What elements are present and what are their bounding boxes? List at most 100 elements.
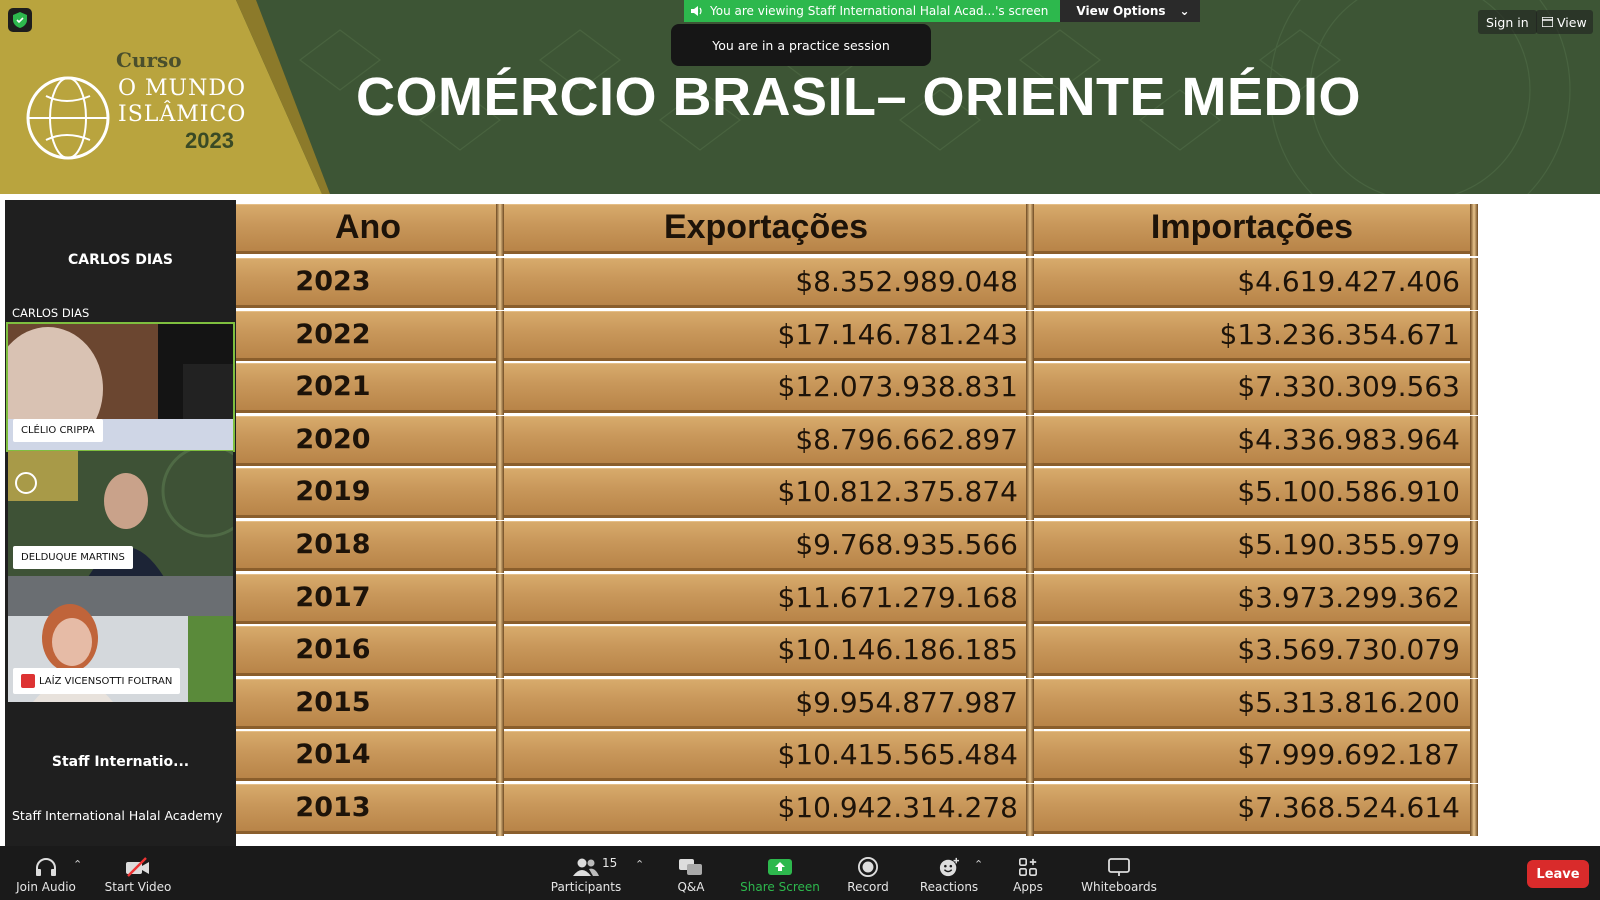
column-separator: [1470, 310, 1478, 363]
imports-cell: $5.313.816.200: [1034, 678, 1470, 729]
column-separator: [496, 573, 504, 626]
column-separator: [1470, 415, 1478, 468]
view-options-button[interactable]: View Options ⌄: [1060, 0, 1200, 22]
column-separator: [496, 626, 504, 679]
column-separator: [1026, 415, 1034, 468]
record-button[interactable]: Record: [834, 846, 902, 900]
meeting-toolbar: Join Audio ⌃ Start Video Participants 15…: [0, 846, 1600, 900]
column-separator: [1026, 784, 1034, 836]
column-separator: [1470, 258, 1478, 310]
year-cell: 2022: [236, 310, 500, 361]
apps-button[interactable]: Apps: [1000, 846, 1056, 900]
participants-caret-icon[interactable]: ⌃: [635, 858, 645, 871]
chat-bubbles-icon: [679, 859, 702, 875]
record-icon: [858, 857, 878, 877]
participant-count: 15: [602, 856, 618, 870]
column-separator: [1470, 678, 1478, 731]
grid-icon: [1542, 17, 1553, 27]
imports-cell: $4.336.983.964: [1034, 415, 1470, 466]
start-video-button[interactable]: Start Video: [104, 846, 172, 900]
view-label: View: [1557, 14, 1587, 30]
column-separator: [496, 784, 504, 836]
participant-label-carlos: CARLOS DIAS: [12, 306, 90, 320]
participant-label-staff: Staff International Halal Academy: [12, 808, 223, 823]
year-cell: 2017: [236, 573, 500, 624]
table-header-row: Ano Exportações Importações: [236, 204, 1482, 256]
participant-name-carlos: CARLOS DIAS: [68, 252, 173, 268]
name-chip: LAÍZ VICENSOTTI FOLTRAN: [13, 668, 181, 694]
logo-globe-icon: [26, 76, 110, 160]
participant-name: DELDUQUE MARTINS: [21, 552, 125, 563]
exports-cell: $9.954.877.987: [504, 678, 1028, 729]
qa-label: Q&A: [677, 880, 705, 894]
exports-cell: $10.415.565.484: [504, 731, 1028, 782]
table-row: 2016 $10.146.186.185 $3.569.730.079: [236, 626, 1482, 679]
view-button[interactable]: View: [1536, 10, 1593, 34]
imports-cell: $3.973.299.362: [1034, 573, 1470, 624]
year-cell: 2014: [236, 731, 500, 782]
video-tile-laiz[interactable]: LAÍZ VICENSOTTI FOLTRAN: [8, 576, 233, 702]
record-label: Record: [847, 880, 889, 894]
column-separator: [1026, 626, 1034, 679]
apps-icon: [1019, 858, 1037, 876]
table-row: 2023 $8.352.989.048 $4.619.427.406: [236, 258, 1482, 310]
exports-cell: $11.671.279.168: [504, 573, 1028, 624]
apps-label: Apps: [1013, 880, 1043, 894]
reactions-label: Reactions: [919, 880, 979, 894]
leave-button[interactable]: Leave: [1527, 860, 1589, 888]
logo-line1: O MUNDO: [118, 76, 247, 101]
participant-name: CLÉLIO CRIPPA: [21, 425, 95, 436]
practice-session-notice: You are in a practice session: [671, 24, 931, 66]
headphones-icon: [36, 858, 56, 876]
column-separator: [1470, 468, 1478, 521]
name-chip: DELDUQUE MARTINS: [13, 546, 133, 569]
video-feed: [8, 324, 233, 450]
audio-caret-icon[interactable]: ⌃: [73, 858, 83, 871]
column-separator: [1026, 731, 1034, 784]
header-importacoes: Importações: [1034, 204, 1470, 254]
shield-icon[interactable]: [8, 8, 32, 32]
reactions-button[interactable]: Reactions: [914, 846, 984, 900]
reactions-caret-icon[interactable]: ⌃: [974, 858, 984, 871]
column-separator: [496, 363, 504, 416]
column-separator: [1026, 573, 1034, 626]
column-separator: [1026, 468, 1034, 521]
practice-session-text: You are in a practice session: [712, 37, 890, 53]
column-separator: [1026, 258, 1034, 310]
participants-button[interactable]: Participants: [551, 846, 621, 900]
year-cell: 2018: [236, 521, 500, 571]
imports-cell: $3.569.730.079: [1034, 626, 1470, 677]
column-separator: [1470, 784, 1478, 836]
year-cell: 2021: [236, 363, 500, 414]
column-separator: [1026, 678, 1034, 731]
qa-button[interactable]: Q&A: [657, 846, 725, 900]
whiteboards-button[interactable]: Whiteboards: [1080, 846, 1158, 900]
logo-year: 2023: [185, 128, 234, 153]
sign-in-label: Sign in: [1486, 14, 1529, 30]
column-separator: [1470, 731, 1478, 784]
sign-in-button[interactable]: Sign in: [1478, 10, 1537, 34]
table-row: 2017 $11.671.279.168 $3.973.299.362: [236, 573, 1482, 626]
logo-curso: Curso: [116, 48, 182, 72]
column-separator: [496, 521, 504, 573]
video-tile-clelio[interactable]: CLÉLIO CRIPPA: [6, 322, 235, 452]
column-separator: [1470, 626, 1478, 679]
column-separator: [1470, 204, 1478, 256]
viewing-banner: You are viewing Staff International Hala…: [684, 0, 1200, 22]
join-audio-button[interactable]: Join Audio: [12, 846, 80, 900]
imports-cell: $13.236.354.671: [1034, 310, 1470, 361]
video-tile-delduque[interactable]: DELDUQUE MARTINS: [8, 451, 233, 577]
column-separator: [1470, 573, 1478, 626]
column-separator: [496, 310, 504, 363]
year-cell: 2015: [236, 678, 500, 729]
join-audio-label: Join Audio: [16, 880, 76, 894]
table-row: 2013 $10.942.314.278 $7.368.524.614: [236, 784, 1482, 836]
exports-cell: $9.768.935.566: [504, 521, 1028, 571]
exports-cell: $8.796.662.897: [504, 415, 1028, 466]
start-video-label: Start Video: [104, 880, 172, 894]
imports-cell: $4.619.427.406: [1034, 258, 1470, 308]
share-screen-button[interactable]: Share Screen: [740, 846, 820, 900]
column-separator: [496, 731, 504, 784]
shared-screen: Curso O MUNDO ISLÂMICO 2023 COMÉRCIO BRA…: [0, 0, 1600, 836]
